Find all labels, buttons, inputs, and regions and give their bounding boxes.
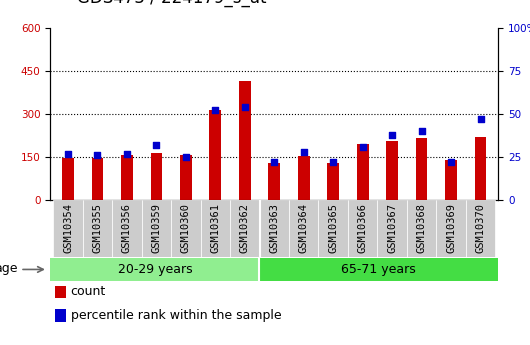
Bar: [55, 309, 66, 322]
Text: GSM10364: GSM10364: [299, 203, 309, 253]
Bar: [54, 200, 83, 257]
Bar: [151, 153, 162, 200]
Bar: [209, 110, 221, 200]
Point: [476, 116, 485, 122]
Point: [417, 128, 426, 134]
Bar: [112, 200, 142, 257]
Bar: [466, 200, 495, 257]
Text: GSM10370: GSM10370: [475, 203, 485, 253]
Text: 65-71 years: 65-71 years: [341, 263, 416, 276]
Point: [64, 151, 72, 156]
Bar: [62, 158, 74, 200]
Bar: [445, 160, 457, 200]
Text: GSM10367: GSM10367: [387, 203, 397, 253]
Text: GSM10369: GSM10369: [446, 203, 456, 253]
Text: count: count: [70, 285, 106, 298]
Text: GSM10360: GSM10360: [181, 203, 191, 253]
Bar: [268, 163, 280, 200]
Bar: [83, 200, 112, 257]
Text: GSM10368: GSM10368: [417, 203, 427, 253]
Text: percentile rank within the sample: percentile rank within the sample: [70, 309, 281, 322]
Bar: [319, 200, 348, 257]
Text: GSM10354: GSM10354: [63, 203, 73, 253]
Bar: [50, 258, 259, 281]
Bar: [92, 158, 103, 200]
Point: [241, 104, 249, 110]
Text: GSM10362: GSM10362: [240, 203, 250, 253]
Point: [152, 142, 161, 148]
Point: [358, 144, 367, 149]
Text: GSM10355: GSM10355: [93, 203, 102, 253]
Bar: [230, 200, 260, 257]
Point: [388, 132, 396, 137]
Point: [270, 159, 279, 165]
Bar: [328, 163, 339, 200]
Text: GSM10366: GSM10366: [358, 203, 368, 253]
Bar: [416, 138, 428, 200]
Bar: [386, 141, 398, 200]
Bar: [357, 144, 368, 200]
Point: [182, 154, 190, 160]
Bar: [260, 200, 289, 257]
Bar: [348, 200, 377, 257]
Bar: [289, 200, 319, 257]
Point: [299, 149, 308, 155]
Bar: [407, 200, 436, 257]
Point: [447, 159, 455, 165]
Bar: [239, 81, 251, 200]
Text: GDS473 / 224179_s_at: GDS473 / 224179_s_at: [77, 0, 267, 7]
Text: 20-29 years: 20-29 years: [118, 263, 192, 276]
Bar: [180, 155, 192, 200]
Point: [211, 108, 219, 113]
Bar: [142, 200, 171, 257]
Text: GSM10356: GSM10356: [122, 203, 132, 253]
Point: [123, 151, 131, 156]
Bar: [55, 286, 66, 298]
Text: GSM10361: GSM10361: [210, 203, 220, 253]
Bar: [171, 200, 201, 257]
Text: age: age: [0, 262, 17, 275]
Bar: [121, 155, 133, 200]
Bar: [377, 200, 407, 257]
Bar: [201, 200, 230, 257]
Bar: [475, 137, 487, 200]
Bar: [298, 156, 310, 200]
Text: GSM10363: GSM10363: [269, 203, 279, 253]
Bar: [436, 200, 466, 257]
Bar: [259, 258, 498, 281]
Text: GSM10365: GSM10365: [328, 203, 338, 253]
Point: [93, 152, 102, 158]
Point: [329, 159, 338, 165]
Text: GSM10359: GSM10359: [152, 203, 162, 253]
